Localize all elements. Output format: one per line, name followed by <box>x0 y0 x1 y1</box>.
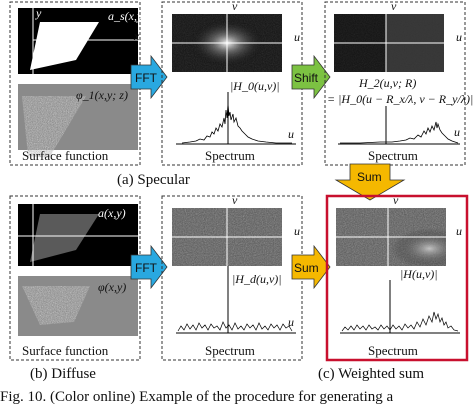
diffuse-plot-u-axis-label: u <box>288 315 294 329</box>
sum-right-label: Sum <box>294 261 319 275</box>
diffuse-phase-label: φ(x,y) <box>98 280 126 294</box>
specular-amplitude-label: a_s(x,y) <box>108 9 146 23</box>
sum-arrow-down: Sum <box>334 163 406 201</box>
y-axis-label: y <box>35 6 42 20</box>
sum-arrow-right: Sum <box>291 244 331 290</box>
caption-specular: (a) Specular <box>117 172 190 188</box>
specular-spectrum-plot: u <box>176 92 296 145</box>
fft-arrow-top: FFT <box>130 54 168 100</box>
diffuse-phase-image: φ(x,y) <box>18 276 138 336</box>
sum-down-label: Sum <box>357 170 382 184</box>
specular-amplitude-image: a_s(x,y) x y <box>18 6 146 74</box>
specular-phase-image: φ_1(x,y; z) <box>18 84 138 158</box>
shifted-spectrum-plot: u <box>338 106 460 145</box>
weighted-spectrum-caption: Spectrum <box>368 343 418 358</box>
specular-surface-caption: Surface function <box>22 148 109 163</box>
diffuse-v-axis-label: v <box>232 193 238 207</box>
caption-diffuse: (b) Diffuse <box>30 366 96 382</box>
weighted-u-axis-label: u <box>456 224 462 238</box>
weighted-spectrum-formula: |H(u,v)| <box>400 267 438 281</box>
shifted-formula-top: H_2(u,v; R) <box>358 76 416 90</box>
shifted-plot-u-axis-label: u <box>454 125 460 139</box>
x-axis-label: x <box>133 29 140 43</box>
diffuse-spectrum-formula: |H_d(u,v)| <box>232 272 282 286</box>
shifted-spectrum-panel <box>324 1 466 166</box>
specular-phase-label: φ_1(x,y; z) <box>76 88 128 102</box>
shifted-spectrum-caption: Spectrum <box>368 148 418 163</box>
weighted-v-axis-label: v <box>393 193 399 207</box>
diffuse-spectrum-caption: Spectrum <box>205 343 255 358</box>
diffuse-amplitude-label: a(x,y) <box>98 206 126 220</box>
v-axis-label: v <box>232 0 238 13</box>
shift-label: Shift <box>294 71 319 85</box>
diffuse-amplitude-image: a(x,y) <box>18 204 138 266</box>
fft-top-label: FFT <box>135 71 158 85</box>
shifted-u-axis-label: u <box>456 30 462 44</box>
spectrum-u-axis-label: u <box>288 127 294 141</box>
specular-spectrum-caption: Spectrum <box>205 148 255 163</box>
diffuse-u-axis-label: u <box>294 224 300 238</box>
figure-caption: Fig. 10. (Color online) Example of the p… <box>0 389 394 405</box>
caption-weighted: (c) Weighted sum <box>318 366 424 382</box>
specular-spectrum-formula: |H_0(u,v)| <box>230 79 280 93</box>
weighted-spectrum-image: u v <box>336 193 462 266</box>
diffuse-surface-caption: Surface function <box>22 343 109 358</box>
shift-arrow: Shift <box>291 54 331 100</box>
diffuse-spectrum-image: u v <box>172 193 300 266</box>
specular-spectrum-image: u v <box>172 0 300 72</box>
fft-arrow-bottom: FFT <box>130 244 168 290</box>
fft-bottom-label: FFT <box>135 261 158 275</box>
weighted-sum-panel <box>325 194 469 362</box>
shifted-v-axis-label: v <box>391 0 397 13</box>
diffuse-spectrum-plot: u <box>176 266 296 334</box>
shifted-formula-bottom: = |H_0(u − R_x/λ, v − R_y/λ)| <box>327 92 473 106</box>
u-axis-label: u <box>294 30 300 44</box>
weighted-spectrum-plot <box>340 280 460 334</box>
shifted-spectrum-image: u v <box>334 0 462 72</box>
